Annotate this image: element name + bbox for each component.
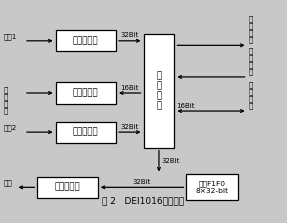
- Text: 控
制
总
线: 控 制 总 线: [249, 47, 253, 75]
- FancyBboxPatch shape: [37, 177, 98, 198]
- Text: 接收2: 接收2: [4, 124, 17, 131]
- Text: 发送F1F0
8×32-bit: 发送F1F0 8×32-bit: [196, 181, 229, 194]
- Text: 发送编码器: 发送编码器: [55, 183, 80, 192]
- Text: 图 2   DEI1016结构框图: 图 2 DEI1016结构框图: [102, 196, 185, 205]
- FancyBboxPatch shape: [56, 83, 116, 103]
- FancyBboxPatch shape: [144, 34, 174, 148]
- Text: 状
态
信
号: 状 态 信 号: [249, 15, 253, 43]
- Text: 32Bit: 32Bit: [161, 158, 180, 164]
- Text: 32Bit: 32Bit: [121, 124, 139, 130]
- Text: 主
机
接
口: 主 机 接 口: [156, 71, 162, 111]
- Text: 32Bit: 32Bit: [121, 32, 139, 38]
- Text: 发送: 发送: [4, 180, 12, 186]
- FancyBboxPatch shape: [186, 174, 238, 200]
- FancyBboxPatch shape: [56, 122, 116, 143]
- Text: 16Bit: 16Bit: [176, 103, 194, 109]
- Text: 16Bit: 16Bit: [121, 85, 139, 91]
- Text: 控制寄存器: 控制寄存器: [73, 89, 99, 97]
- FancyBboxPatch shape: [56, 30, 116, 51]
- Text: 32Bit: 32Bit: [133, 179, 151, 185]
- Text: 接收译码器: 接收译码器: [73, 128, 99, 137]
- Text: 自
测
数
据: 自 测 数 据: [4, 86, 8, 114]
- Text: 接收1: 接收1: [4, 33, 17, 40]
- Text: 数
据
总
线: 数 据 总 线: [249, 81, 253, 109]
- Text: 接收译码器: 接收译码器: [73, 36, 99, 45]
